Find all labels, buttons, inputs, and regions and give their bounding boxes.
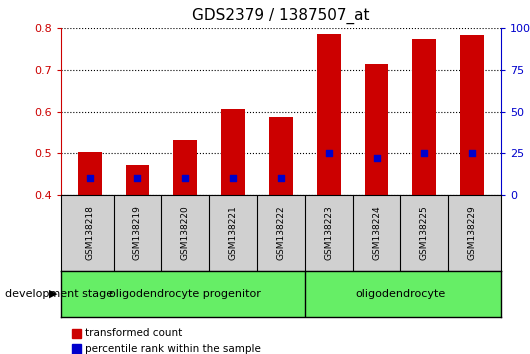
Text: GSM138223: GSM138223 xyxy=(324,205,333,260)
Point xyxy=(468,150,476,156)
Point xyxy=(324,150,333,156)
Point xyxy=(133,175,142,181)
Bar xyxy=(221,109,245,195)
Text: GSM138222: GSM138222 xyxy=(277,205,285,260)
Text: GSM138219: GSM138219 xyxy=(133,205,142,260)
Bar xyxy=(126,165,149,195)
Text: GSM138229: GSM138229 xyxy=(467,205,476,260)
Title: GDS2379 / 1387507_at: GDS2379 / 1387507_at xyxy=(192,8,369,24)
Text: transformed count: transformed count xyxy=(85,328,182,338)
Text: GSM138220: GSM138220 xyxy=(181,205,190,260)
Text: development stage: development stage xyxy=(5,289,113,299)
Point xyxy=(85,175,94,181)
Text: percentile rank within the sample: percentile rank within the sample xyxy=(85,344,261,354)
Point xyxy=(372,155,381,161)
Text: GSM138221: GSM138221 xyxy=(228,205,237,260)
Bar xyxy=(412,39,436,195)
Point xyxy=(420,150,429,156)
Bar xyxy=(460,35,484,195)
Text: GSM138224: GSM138224 xyxy=(372,205,381,260)
Bar xyxy=(317,34,341,195)
Text: oligodendrocyte: oligodendrocyte xyxy=(355,289,446,299)
Text: GSM138218: GSM138218 xyxy=(85,205,94,260)
Bar xyxy=(269,116,293,195)
Bar xyxy=(78,152,102,195)
Text: GSM138225: GSM138225 xyxy=(420,205,429,260)
Text: oligodendrocyte progenitor: oligodendrocyte progenitor xyxy=(109,289,261,299)
Point xyxy=(229,175,237,181)
Point xyxy=(181,175,190,181)
Bar xyxy=(173,140,197,195)
Point xyxy=(277,175,285,181)
Text: ▶: ▶ xyxy=(49,289,57,299)
Bar xyxy=(365,64,388,195)
